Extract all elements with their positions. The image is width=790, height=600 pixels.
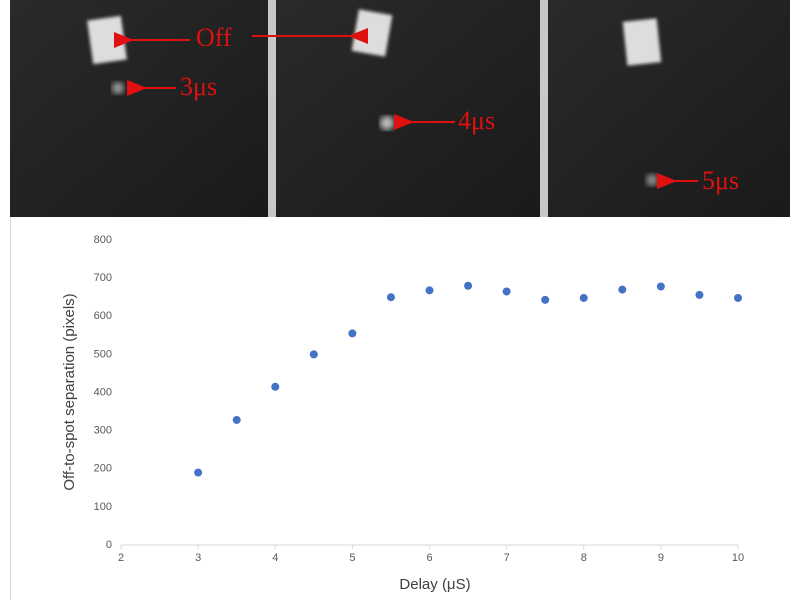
y-tick-label: 400 — [94, 386, 112, 398]
y-tick-label: 300 — [94, 425, 112, 437]
y-axis-label: Off-to-spot separation (pixels) — [61, 293, 78, 490]
y-tick-label: 600 — [94, 310, 112, 322]
point — [734, 293, 742, 302]
bright-object — [351, 9, 393, 57]
x-tick-label: 10 — [732, 552, 744, 564]
point — [695, 290, 704, 299]
point — [618, 285, 627, 294]
point — [425, 286, 434, 295]
point — [271, 382, 280, 391]
annotation: 3μs — [180, 72, 217, 101]
annotation: Off — [196, 23, 232, 52]
image-panel — [276, 0, 540, 217]
y-tick-label: 100 — [94, 501, 112, 513]
separator — [268, 0, 276, 217]
image-strip: Off 3μs 4μs 5μs — [10, 0, 790, 217]
y-tick-label: 800 — [94, 234, 112, 246]
annotation: 4μs — [458, 106, 495, 135]
spot — [380, 116, 394, 130]
y-tick-label: 700 — [94, 272, 112, 284]
x-tick-label: 9 — [658, 552, 664, 564]
x-tick-label: 2 — [118, 552, 124, 564]
point — [309, 350, 318, 359]
point — [464, 281, 473, 290]
x-tick-label: 7 — [504, 552, 510, 564]
bright-object — [622, 18, 662, 66]
image-panel — [548, 0, 790, 217]
annotation: 5μs — [702, 166, 739, 195]
point — [579, 293, 588, 302]
point — [386, 293, 395, 302]
point — [502, 287, 511, 296]
y-tick-label: 500 — [94, 348, 112, 360]
spot — [646, 174, 658, 186]
x-tick-label: 3 — [195, 552, 201, 564]
x-tick-label: 6 — [426, 552, 432, 564]
x-tick-label: 4 — [272, 552, 278, 564]
point — [232, 415, 241, 424]
bright-object — [87, 15, 127, 65]
x-tick-label: 8 — [581, 552, 587, 564]
point — [194, 468, 203, 477]
spot — [112, 82, 124, 94]
point — [348, 329, 357, 338]
point — [541, 295, 550, 304]
x-axis-label: Delay (μS) — [399, 576, 470, 593]
image-panel — [10, 0, 268, 217]
y-tick-label: 0 — [106, 539, 112, 551]
separator — [540, 0, 548, 217]
y-tick-label: 200 — [94, 463, 112, 475]
x-tick-label: 5 — [349, 552, 355, 564]
point — [656, 282, 665, 291]
